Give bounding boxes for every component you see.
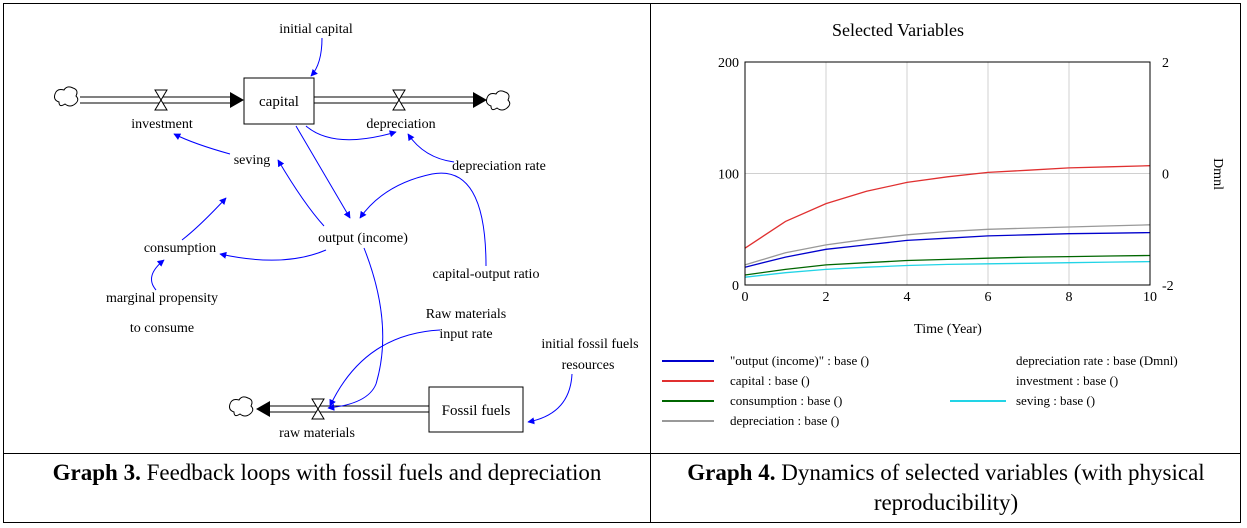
legend-entry: "output (income)" : base () (730, 353, 869, 368)
cloud-icon-investment-source (54, 86, 79, 107)
figure-frame (3, 3, 1241, 523)
arrow-capital-to-depreciation (305, 125, 397, 141)
depreciation-rate-label: depreciation rate (452, 159, 546, 174)
chart-legend: "output (income)" : base () capital : bas… (662, 353, 1178, 428)
fossil-fuels-stock-box (428, 386, 524, 433)
raw-materials-input-rate-label-line2: input rate (439, 327, 492, 342)
valve-icon-raw-materials (311, 398, 325, 420)
right-caption-label: Graph 4. (687, 460, 776, 485)
right-caption-text: Dynamics of selected variables (with phy… (775, 460, 1205, 515)
series-line (744, 231, 1151, 268)
x-tick-label: 8 (1066, 290, 1073, 305)
raw-materials-input-rate-label-line1: Raw materials (426, 307, 506, 322)
right-axis-label: Dmnl (1210, 158, 1225, 190)
mpc-label-line1: marginal propensity (106, 291, 218, 306)
initial-fossil-fuels-resources-label-line2: resources (562, 358, 615, 373)
cloud-icon-raw-materials-sink (229, 396, 254, 417)
cloud-icon-depreciation-sink (486, 90, 511, 111)
y-right-tick-label: 0 (1162, 168, 1169, 183)
raw-materials-label: raw materials (279, 426, 355, 441)
stock-flow-diagram: capital Fossil fuels initial capital inv… (54, 22, 639, 441)
fossil-fuels-label: Fossil fuels (442, 403, 511, 419)
chart-title: Selected Variables (832, 20, 964, 40)
depreciation-flow-pipe (314, 92, 487, 108)
arrow-raw-input-rate-to-raw-materials (329, 329, 441, 407)
output-income-label: output (income) (318, 231, 408, 246)
capital-stock-box (243, 77, 315, 125)
arrow-output-to-seving (277, 159, 325, 227)
arrow-ifr-to-fossil-fuels (527, 373, 573, 425)
series-line (744, 165, 1151, 249)
initial-capital-label: initial capital (279, 22, 353, 37)
chart-series-lines (744, 165, 1151, 278)
valve-icon-depreciation (392, 89, 406, 111)
arrow-initial-capital-to-capital (310, 37, 323, 77)
x-tick-label: 2 (823, 290, 830, 305)
arrow-consumption-to-seving (181, 197, 227, 241)
legend-entry: seving : base () (1016, 393, 1095, 408)
mpc-label-line2: to consume (130, 321, 194, 336)
legend-entry: depreciation : base () (730, 413, 839, 428)
chart-grid (745, 62, 1150, 285)
x-tick-label: 4 (904, 290, 911, 305)
raw-materials-flow-pipe (256, 401, 429, 417)
y-left-tick-label: 100 (718, 168, 739, 183)
arrow-seving-to-investment (173, 133, 231, 155)
caption-divider (3, 453, 1241, 454)
right-caption: Graph 4. Dynamics of selected variables … (651, 458, 1241, 518)
legend-entry: depreciation rate : base (Dmnl) (1016, 353, 1178, 368)
arrow-capital-output-ratio-to-output (359, 172, 487, 267)
y-left-tick-label: 200 (718, 56, 739, 71)
investment-flow-pipe (80, 92, 244, 108)
series-line (744, 224, 1151, 266)
seving-label: seving (234, 153, 271, 168)
left-caption-label: Graph 3. (52, 460, 141, 485)
capital-label: capital (259, 94, 299, 110)
y-left-tick-label: 0 (732, 279, 739, 294)
legend-entry: consumption : base () (730, 393, 842, 408)
x-tick-label: 0 (742, 290, 749, 305)
capital-output-ratio-label: capital-output ratio (433, 267, 540, 282)
arrow-capital-to-output (295, 125, 351, 219)
valve-icon-investment (154, 89, 168, 111)
legend-entry: capital : base () (730, 373, 810, 388)
depreciation-label: depreciation (366, 117, 435, 132)
x-tick-label: 6 (985, 290, 992, 305)
consumption-label: consumption (144, 241, 216, 256)
initial-fossil-fuels-resources-label-line1: initial fossil fuels (541, 337, 638, 352)
series-line (744, 254, 1151, 276)
left-caption-text: Feedback loops with fossil fuels and dep… (140, 460, 602, 485)
x-axis-label: Time (Year) (914, 322, 982, 337)
arrow-mpc-to-consumption (151, 259, 165, 291)
column-divider (650, 3, 651, 523)
investment-label: investment (131, 117, 193, 132)
x-tick-label: 10 (1143, 290, 1157, 305)
arrow-output-to-consumption (219, 249, 327, 261)
left-caption: Graph 3. Feedback loops with fossil fuel… (4, 458, 650, 488)
y-right-tick-label: 2 (1162, 56, 1169, 71)
y-right-tick-label: -2 (1162, 279, 1174, 294)
legend-entry: investment : base () (1016, 373, 1118, 388)
plot-area-border (744, 61, 1151, 286)
arrow-output-to-raw-materials (327, 247, 384, 411)
series-line (744, 260, 1151, 278)
arrow-depreciation-rate-to-depreciation (407, 133, 455, 163)
